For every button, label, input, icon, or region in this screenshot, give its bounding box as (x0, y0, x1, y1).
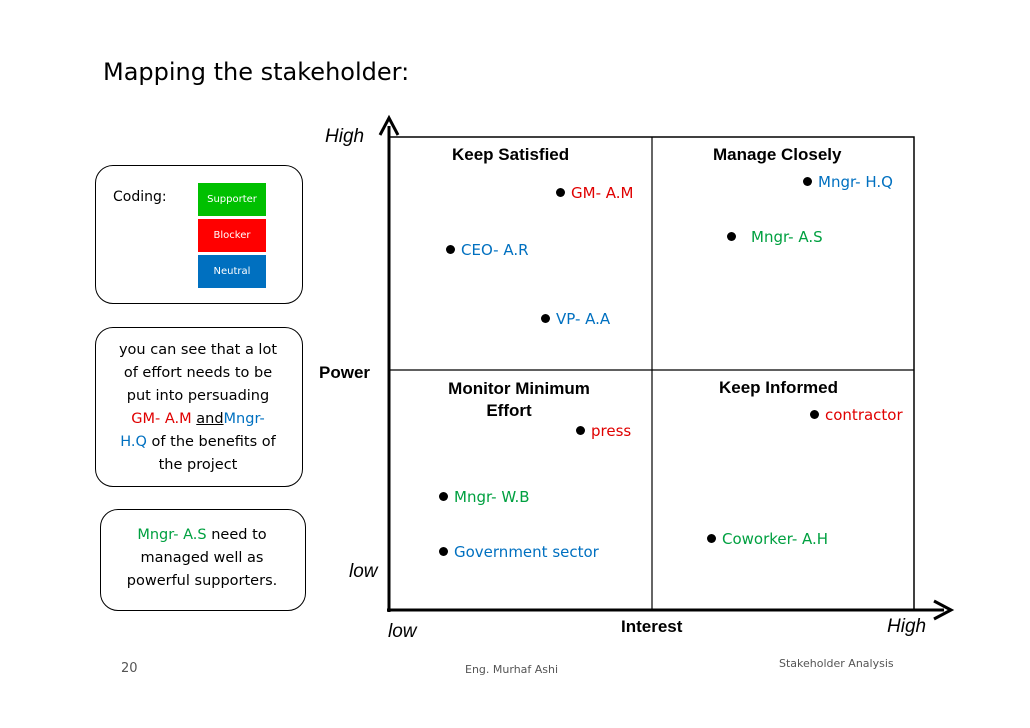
stakeholder-dot (727, 232, 736, 241)
stakeholder-label: Mngr- H.Q (818, 173, 893, 191)
stakeholder-label: Mngr- A.S (751, 228, 823, 246)
note-1-tail: of the benefits of (151, 434, 276, 450)
note-box-2 (100, 509, 306, 611)
y-axis-high: High (325, 126, 365, 147)
note-box-1 (95, 327, 303, 487)
quadrant-keep-informed: Keep Informed (719, 378, 839, 397)
stakeholder-dot (541, 314, 550, 323)
stakeholder-coworker-ah: Coworker- A.H (707, 530, 828, 548)
note-1-line-4: GM- A.M andMngr- (95, 408, 301, 431)
stakeholder-mngr-wb: Mngr- W.B (439, 488, 530, 506)
stakeholder-label: GM- A.M (571, 184, 634, 202)
stakeholder-government: Government sector (439, 543, 599, 561)
note-1-text: you can see that a lot of effort needs t… (95, 339, 301, 477)
stakeholder-vp-aa: VP- A.A (541, 310, 610, 328)
legend-neutral: Neutral (198, 255, 266, 288)
x-axis-label: Interest (621, 617, 683, 636)
stakeholder-contractor: contractor (810, 406, 903, 424)
stakeholder-dot (439, 547, 448, 556)
stakeholder-dot (556, 188, 565, 197)
quadrant-keep-satisfied: Keep Satisfied (452, 145, 570, 164)
y-axis-label: Power (319, 363, 371, 382)
note-2-text: Mngr- A.S need to managed well as powerf… (100, 524, 304, 593)
note-1-line-6: the project (158, 457, 238, 473)
note-1-line-2: of effort needs to be (123, 365, 273, 381)
stakeholder-dot (810, 410, 819, 419)
stakeholder-dot (446, 245, 455, 254)
x-axis-arrow (933, 599, 955, 621)
note-1-mngr-b: H.Q (120, 434, 147, 450)
note-2-line-1-tail: need to (211, 527, 267, 543)
stakeholder-dot (707, 534, 716, 543)
stakeholder-dot (439, 492, 448, 501)
stakeholder-ceo-ar: CEO- A.R (446, 241, 529, 259)
page-number: 20 (121, 661, 138, 676)
quadrant-monitor-line-1: Monitor Minimum (448, 379, 590, 398)
x-axis-high: High (887, 616, 927, 637)
note-2-line-3: powerful supporters. (126, 573, 278, 589)
stakeholder-dot (803, 177, 812, 186)
footer-title: Stakeholder Analysis (779, 657, 894, 670)
stakeholder-label: CEO- A.R (461, 241, 529, 259)
note-1-mngr-a: Mngr- (223, 411, 265, 427)
slide-title: Mapping the stakeholder: (103, 58, 410, 86)
footer-author: Eng. Murhaf Ashi (465, 663, 559, 676)
stakeholder-mngr-hq: Mngr- H.Q (803, 173, 893, 191)
x-axis-low: low (388, 621, 417, 642)
stakeholder-gm-am: GM- A.M (556, 184, 633, 202)
stakeholder-press: press (576, 422, 631, 440)
legend-supporter: Supporter (198, 183, 266, 216)
note-1-line-5: H.Q of the benefits of (95, 431, 301, 454)
note-1-gm: GM- A.M (131, 411, 192, 427)
note-1-line-1: you can see that a lot (118, 342, 278, 358)
stakeholder-label: Coworker- A.H (722, 530, 829, 548)
quadrant-manage-closely: Manage Closely (713, 145, 842, 164)
note-1-and: and (196, 411, 224, 427)
note-1-line-3: put into persuading (126, 388, 270, 404)
y-axis-low: low (349, 561, 378, 582)
stakeholder-label: VP- A.A (556, 310, 611, 328)
note-2-mngr: Mngr- A.S (137, 527, 207, 543)
note-2-line-1: Mngr- A.S need to (100, 524, 304, 547)
stakeholder-label: press (591, 422, 632, 440)
stakeholder-label: Mngr- W.B (454, 488, 530, 506)
stakeholder-label: Government sector (454, 543, 599, 561)
stakeholder-label: contractor (825, 406, 903, 424)
stakeholder-mngr-as: Mngr- A.S (727, 228, 823, 246)
stakeholder-dot (576, 426, 585, 435)
legend-blocker: Blocker (198, 219, 266, 252)
legend-label: Coding: (113, 189, 167, 205)
quadrant-monitor-line-2: Effort (486, 401, 532, 420)
y-axis-arrow (378, 114, 400, 136)
quadrant-monitor-minimum: Monitor Minimum Effort (430, 378, 608, 422)
note-2-line-2: managed well as (140, 550, 264, 566)
